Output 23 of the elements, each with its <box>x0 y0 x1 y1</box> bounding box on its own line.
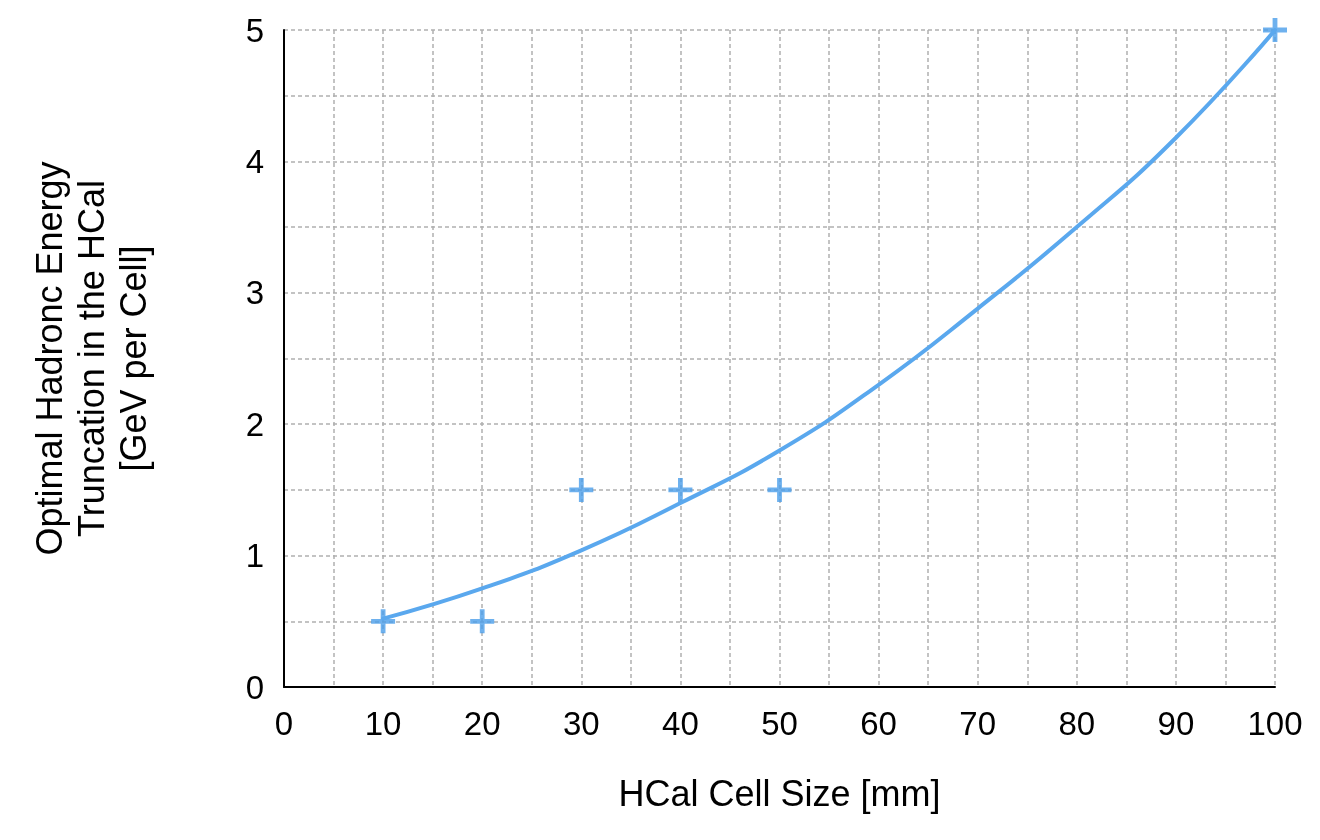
x-tick-label: 20 <box>463 705 501 742</box>
y-tick-label: 1 <box>245 537 264 575</box>
x-tick-label: 10 <box>364 705 402 742</box>
point <box>767 477 792 502</box>
x-tick-label: 40 <box>662 705 699 742</box>
x-tick-label: 100 <box>1247 705 1303 742</box>
y-tick-label: 5 <box>245 11 264 49</box>
point <box>668 477 693 502</box>
y-axis-title: Optimal Hadronc Energy Truncation in the HCal [GeV per Cell] <box>28 161 154 556</box>
x-tick-label: 90 <box>1157 705 1195 742</box>
y-tick-label: 4 <box>245 142 264 180</box>
x-tick-label: 70 <box>959 705 997 742</box>
y-tick-label: 0 <box>245 668 264 706</box>
x-tick-label: 50 <box>761 705 798 742</box>
x-tick-label: 80 <box>1058 705 1096 742</box>
y-tick-label: 3 <box>245 274 264 312</box>
point <box>470 609 495 634</box>
x-tick-label: 0 <box>274 705 294 742</box>
y-tick-label: 2 <box>245 405 264 443</box>
point <box>569 477 594 502</box>
x-tick-label: 30 <box>562 705 600 742</box>
x-tick-label: 60 <box>860 705 897 742</box>
x-axis-title: HCal Cell Size [mm] <box>618 772 941 814</box>
